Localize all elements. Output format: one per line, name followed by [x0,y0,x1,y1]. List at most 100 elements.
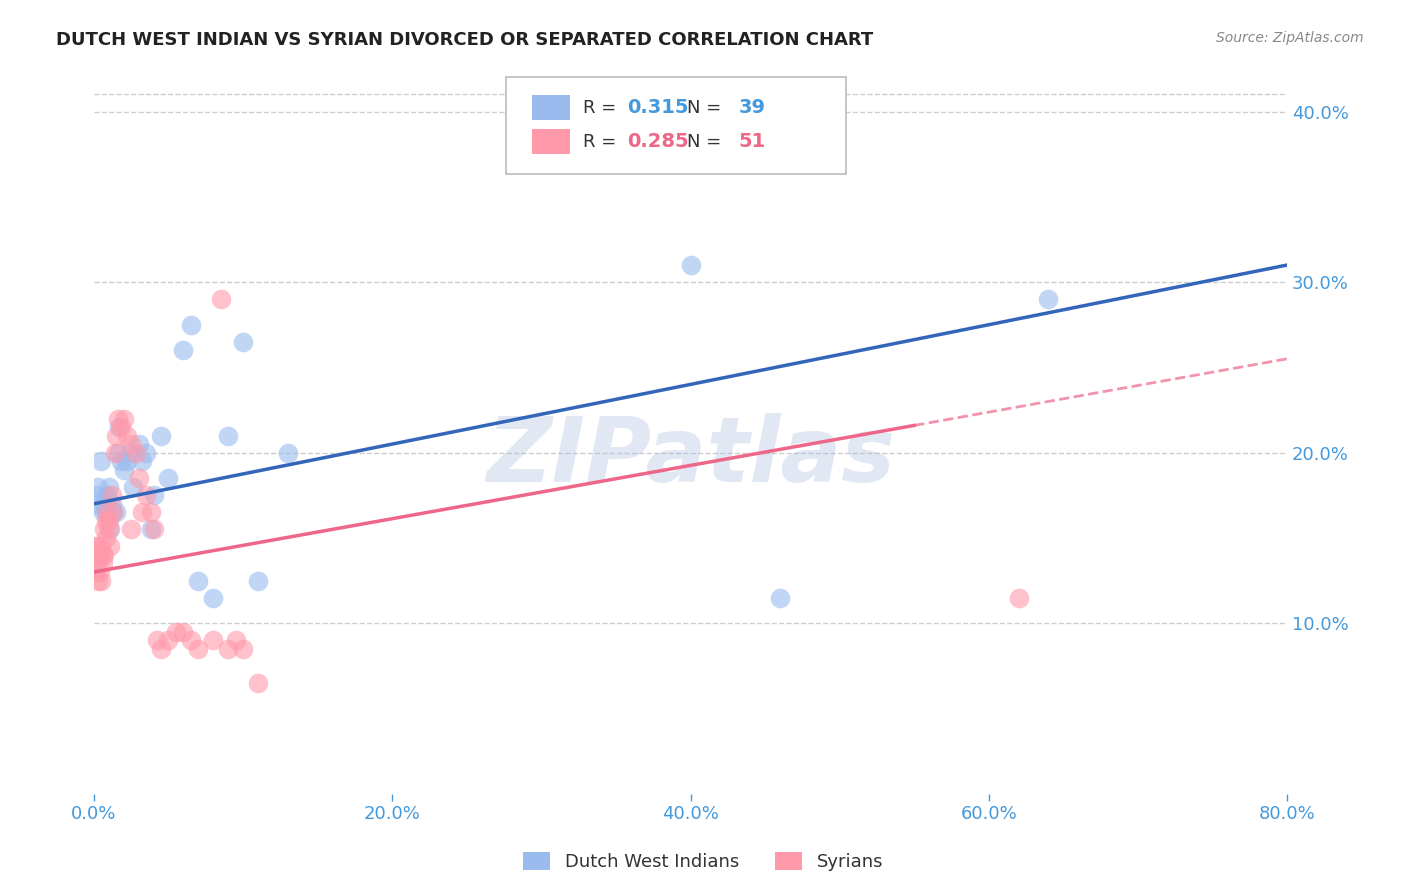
Point [86,488,108,502]
Point [157,633,180,648]
Text: R =: R = [583,133,621,151]
Point [187,574,209,588]
Point [98,540,121,554]
Point [142,522,165,536]
Point [97,514,120,528]
Point [93,522,115,536]
Point [90,574,112,588]
Point [131,454,153,468]
Point [84,497,107,511]
Point [165,624,187,639]
Point [217,428,239,442]
Point [150,641,173,656]
Point [103,505,125,519]
Text: N =: N = [688,133,727,151]
Point [679,258,702,272]
Point [139,522,162,536]
Point [277,445,299,459]
Bar [531,129,569,154]
Point [1038,292,1060,306]
Point [180,633,202,648]
Point [157,471,180,485]
Point [135,445,157,459]
Point [110,420,132,434]
Point [110,454,132,468]
Text: Source: ZipAtlas.com: Source: ZipAtlas.com [1216,31,1364,45]
Point [107,411,129,425]
Legend: Dutch West Indians, Syrians: Dutch West Indians, Syrians [516,845,890,879]
Point [125,445,148,459]
Point [87,574,110,588]
Point [769,591,792,605]
Point [84,540,107,554]
Text: N =: N = [688,98,727,117]
Point [139,505,162,519]
Point [90,454,112,468]
Point [246,676,269,690]
Point [180,318,202,332]
Point [1007,591,1029,605]
Point [107,445,129,459]
Point [145,633,167,648]
Point [96,505,118,519]
Point [96,488,118,502]
Point [98,522,121,536]
Point [94,505,117,519]
Point [202,633,225,648]
Point [97,480,120,494]
Point [97,522,120,536]
Point [101,497,124,511]
Point [115,454,138,468]
FancyBboxPatch shape [506,78,845,174]
Point [135,488,157,502]
Point [232,334,254,349]
Point [142,488,165,502]
Point [104,445,127,459]
Point [84,565,107,579]
Point [118,445,141,459]
Point [112,463,135,477]
Point [87,480,110,494]
Point [89,565,111,579]
Point [91,505,114,519]
Point [93,497,115,511]
Point [87,540,110,554]
Point [121,480,143,494]
Point [128,437,150,451]
Point [128,471,150,485]
Point [105,505,128,519]
Point [225,633,247,648]
Point [94,531,117,545]
Point [93,548,115,562]
Text: 39: 39 [738,98,765,117]
Point [217,641,239,656]
Point [94,514,117,528]
Bar [531,95,569,120]
Text: ZIPatlas: ZIPatlas [486,413,896,501]
Text: R =: R = [583,98,621,117]
Point [120,522,142,536]
Point [120,437,142,451]
Point [91,548,114,562]
Point [90,540,112,554]
Point [103,505,125,519]
Text: 0.315: 0.315 [627,98,689,117]
Y-axis label: Divorced or Separated: Divorced or Separated [0,334,8,537]
Point [150,428,173,442]
Point [89,548,111,562]
Point [209,292,232,306]
Point [86,557,108,571]
Point [187,641,209,656]
Text: 51: 51 [738,132,765,152]
Point [232,641,254,656]
Point [91,557,114,571]
Point [105,428,128,442]
Point [172,343,194,358]
Text: 0.285: 0.285 [627,132,689,152]
Point [101,488,124,502]
Point [246,574,269,588]
Point [202,591,225,605]
Point [115,428,138,442]
Text: DUTCH WEST INDIAN VS SYRIAN DIVORCED OR SEPARATED CORRELATION CHART: DUTCH WEST INDIAN VS SYRIAN DIVORCED OR … [56,31,873,49]
Point [131,505,153,519]
